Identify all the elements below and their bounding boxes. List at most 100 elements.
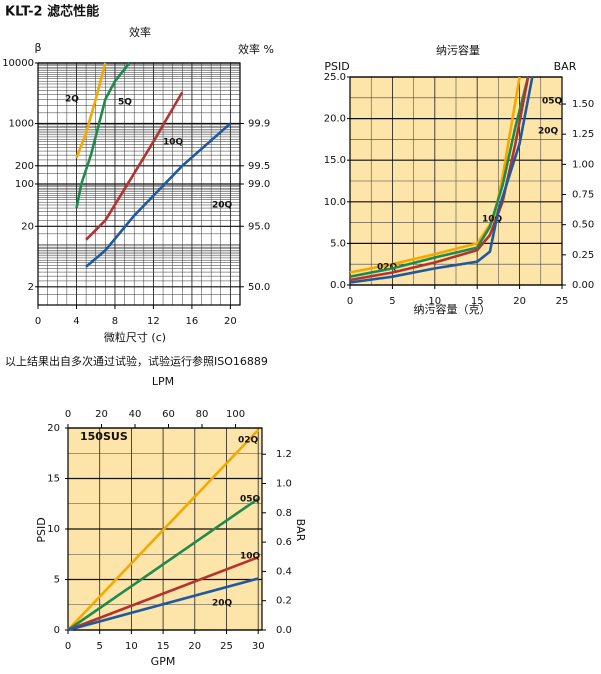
ylabel-text: β [34,41,41,54]
series-label: 10Q [482,215,503,225]
y-tick-label: 2 [28,282,34,293]
x2-tick-label: 100 [226,409,245,420]
series-label: 2Q [65,95,79,105]
series-line [67,556,259,632]
series-line [67,429,260,631]
title-text: 效率 [129,25,151,39]
chart: 0 4 8 12 16 20 10000 1000 200 100 20 2 99.9 99.5 99.0 9… [2,25,274,344]
y-tick-label: 10.0 [324,197,346,208]
x-tick-label: 12 [147,316,160,327]
y2-tick-label: 0.75 [572,190,594,201]
x-tick-label: 20 [513,296,526,307]
page-title: KLT-2 滤芯性能 [5,4,99,20]
y-2-label-text: BAR [554,60,577,73]
y2-tick-label: 99.0 [248,179,270,190]
x-tick-label: 0 [35,316,41,327]
y2-tick-label: 1.2 [276,449,292,460]
title-text: 纳污容量 [436,43,480,57]
y2-tick-label: 0.00 [572,280,594,291]
series-line [67,497,259,632]
y2-tick-label: 1.50 [572,99,594,110]
series-label: 10Q [240,552,261,562]
y2-tick-label: 0.4 [276,566,292,577]
y-2-label-text: BAR [294,519,307,542]
chart: 0 5 10 15 20 25 30 0 20 40 60 80 100 0 5 10 15 20 0.0 0.2 0.… [35,375,307,668]
y2-tick-label: 1.0 [276,479,292,490]
ylabel-text: PSID [324,60,349,73]
x-tick-label: 0 [65,641,71,652]
y-tick-label: 20.0 [324,114,346,125]
series-line [349,76,534,284]
note: 以上结果出自多次通过试验，试验运行参照ISO16889 [5,354,268,368]
y2-tick-label: 0.0 [276,625,292,636]
series-label: 5Q [118,98,132,108]
series-line [85,91,184,241]
y2-tick-label: 1.00 [572,159,594,170]
y-tick-label: 0.0 [330,280,346,291]
y-tick-label: 0 [54,625,60,636]
x2-tick-label: 60 [162,409,175,420]
ylabel-text: PSID [35,517,48,542]
y2-tick-label: 0.50 [572,220,594,231]
x2-tick-label: 20 [95,409,108,420]
plot-border [67,427,263,631]
series-line [349,76,521,274]
series-label: 20Q [212,599,233,609]
y-tick-label: 20 [47,423,60,434]
series-line [67,577,259,632]
y-tick-label: 10 [47,524,60,535]
x-tick-label: 30 [252,641,265,652]
y-tick-label: 15.0 [324,155,346,166]
x2-tick-label: 0 [65,409,71,420]
plot-border [37,62,241,306]
series-label: 20Q [212,201,233,211]
x-tick-label: 20 [224,316,237,327]
series-label: 10Q [163,138,184,148]
xlabel-text: 微粒尺寸 (c) [104,330,166,344]
y2-tick-label: 1.25 [572,129,594,140]
x-tick-label: 16 [186,316,199,327]
x-tick-label: 8 [112,316,118,327]
x-tick-label: 15 [471,296,484,307]
x-tick-label: 15 [157,641,170,652]
y2-tick-label: 0.25 [572,250,594,261]
y-tick-label: 1000 [9,119,34,130]
series-label: 02Q [377,263,398,273]
x-tick-label: 10 [428,296,441,307]
series-label: 02Q [238,436,259,446]
y2-tick-label: 99.5 [248,161,270,172]
x2-tick-label: 40 [129,409,142,420]
series-label: 20Q [538,127,559,137]
plot-border [349,76,563,286]
x-tick-label: 10 [125,641,138,652]
y-2-label-text: 效率 % [238,42,274,56]
xlabel-text: GPM [151,655,176,668]
series-label: 05Q [240,495,261,505]
series-line [75,62,107,159]
x-tick-label: 25 [220,641,233,652]
y2-tick-label: 0.8 [276,508,292,519]
chart: 0 5 10 15 20 25 0.0 5.0 10.0 15.0 20.0 25.0 0.00 0.25… [324,43,595,316]
y-tick-label: 100 [15,179,34,190]
y2-tick-label: 0.2 [276,596,292,607]
y-tick-label: 10000 [2,58,34,69]
y-tick-label: 5 [54,575,60,586]
x-tick-label: 20 [188,641,201,652]
xlabel-text: 纳污容量（克） [414,302,491,316]
y2-tick-label: 95.0 [248,221,270,232]
series-line [85,122,232,268]
series-line [349,76,530,282]
y-tick-label: 25.0 [324,72,346,83]
y2-tick-label: 50.0 [248,282,270,293]
x-tick-label: 5 [97,641,103,652]
series-label: 05Q [542,97,563,107]
x2-tick-label: 80 [196,409,209,420]
y2-tick-label: 0.6 [276,537,292,548]
y-tick-label: 15 [47,474,60,485]
series-line [75,62,131,209]
x-2-label-text: LPM [152,375,174,388]
y2-tick-label: 99.9 [248,119,270,130]
y-tick-label: 200 [15,161,34,172]
x-tick-label: 5 [389,296,395,307]
